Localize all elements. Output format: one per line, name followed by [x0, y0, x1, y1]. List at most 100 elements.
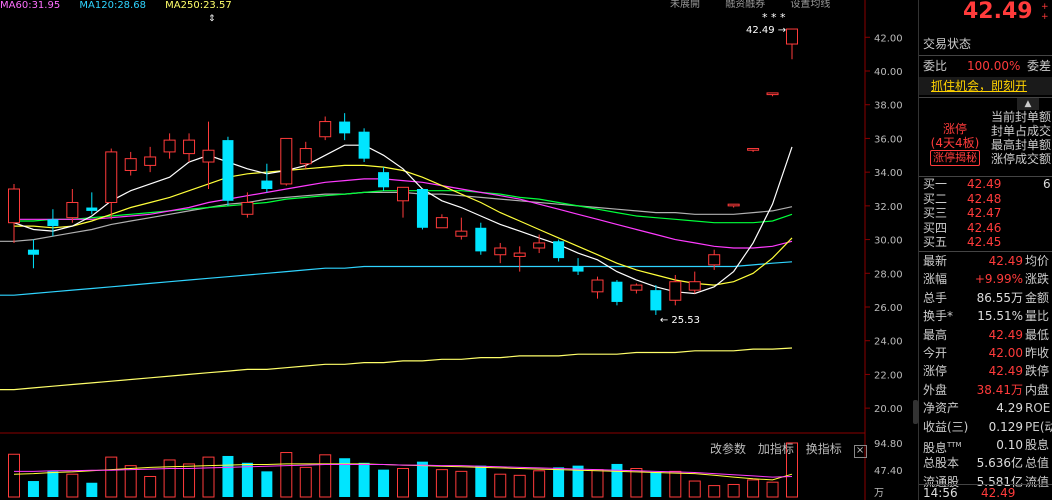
volume-tick-label: 47.40	[874, 466, 903, 477]
candle-body	[280, 137, 293, 185]
kline-chart[interactable]: 42.00 40.00 38.00 36.00 34.00 32.00 30.00 28.00…	[0, 0, 915, 500]
order-book-row[interactable]: 买一 42.49 6	[919, 177, 1052, 192]
current-price: 42.49	[963, 0, 1033, 24]
order-price: 42.47	[967, 206, 1002, 220]
stat-extra: 跌停	[1025, 364, 1050, 379]
stat-row: 总股本 5.636亿 总值	[919, 454, 1052, 472]
volume-bar	[378, 469, 390, 497]
top-link-margin[interactable]: 融资融券	[725, 0, 766, 10]
candle-body	[378, 172, 390, 188]
stat-row: 外盘 38.41万 内盘	[919, 381, 1052, 399]
candle-body	[8, 188, 20, 224]
volume-bar	[183, 463, 196, 498]
candle-body	[708, 254, 721, 266]
candle-body	[202, 149, 215, 163]
close-icon[interactable]: ×	[853, 445, 867, 458]
ma60-label: MA60:31.95	[0, 0, 61, 11]
candle-body	[553, 241, 565, 259]
order-price: 42.49	[967, 177, 1002, 191]
seal-line: 涨停成交额	[991, 152, 1052, 166]
order-label: 买一	[923, 177, 948, 191]
volume-bar	[339, 458, 351, 497]
candle-body	[358, 131, 370, 159]
volume-bar	[8, 453, 20, 498]
collapse-icon[interactable]: ▲	[1017, 98, 1039, 110]
price-tick-label: 40.00	[874, 67, 903, 78]
candle-body	[475, 227, 487, 252]
order-book-row[interactable]: 买四 42.46	[919, 221, 1052, 236]
stat-value: 86.55万	[976, 290, 1023, 305]
top-link-expand[interactable]: 未展開	[670, 0, 700, 10]
limit-up-box: 涨停 (4天4板) 涨停揭秘	[925, 122, 985, 166]
candle-body	[47, 219, 59, 227]
volume-bar	[688, 480, 701, 498]
candle-body	[669, 281, 682, 301]
volume-bar	[572, 465, 584, 497]
stat-row: 涨幅 +9.99% 涨跌	[919, 270, 1052, 288]
stat-row: 净资产 4.29 ROE	[919, 399, 1052, 417]
stat-label: 总股本	[923, 456, 960, 471]
stat-extra: 最低	[1025, 327, 1050, 342]
volume-bar	[124, 465, 137, 498]
star-markers: * * *	[762, 11, 786, 24]
candle-body	[319, 121, 332, 138]
stat-row: 股息TTM 0.10 股息	[919, 436, 1052, 455]
volume-tick-label: 94.80	[874, 439, 903, 450]
candle-body	[494, 247, 507, 256]
volume-bar	[553, 467, 565, 497]
stat-value: 0.129	[988, 419, 1023, 434]
panel-toggle-handle[interactable]	[913, 400, 918, 424]
order-book-row[interactable]: 买二 42.48	[919, 192, 1052, 207]
promo-banner[interactable]: 抓住机会，即刻开	[919, 77, 1052, 95]
candle-body	[727, 203, 740, 207]
order-price: 42.48	[967, 191, 1002, 206]
ma250-label: MA250:23.57	[165, 0, 232, 11]
volume-bar	[416, 461, 428, 497]
candle-body	[241, 201, 254, 215]
volume-bar	[222, 455, 234, 497]
candle-body	[630, 284, 643, 291]
seal-info: 当前封单额 封单占成交 最高封单额 涨停成交额	[991, 110, 1051, 166]
ma20-line	[14, 178, 793, 249]
stat-label: 最新	[923, 254, 948, 268]
stat-value: 42.49	[988, 327, 1023, 342]
stat-row: 最新 42.49 均价	[919, 252, 1052, 270]
volume-bar	[86, 482, 98, 497]
stat-label: 外盘	[923, 382, 948, 397]
candle-body	[650, 290, 662, 311]
order-book-row[interactable]: 买五 42.45	[919, 235, 1052, 250]
volume-bar	[435, 469, 448, 498]
volume-bar	[319, 454, 332, 498]
candle-body	[533, 242, 546, 249]
add-indicator-button[interactable]: 加指标	[757, 442, 794, 456]
weicha-label: 委差	[1027, 59, 1052, 73]
limit-reveal-button[interactable]: 涨停揭秘	[930, 150, 980, 166]
volume-bar	[630, 468, 643, 498]
candle-body	[455, 230, 468, 237]
volume-bar	[475, 465, 487, 497]
volume-bar	[591, 469, 604, 498]
stat-extra: ROE	[1025, 401, 1051, 416]
quote-panel: 42.49 + + 交易状态 委比 100.00% 委差 抓住机会，即刻开 ▲ 涨…	[918, 0, 1052, 500]
candle-body	[688, 281, 701, 291]
ticker-time: 14:56	[923, 486, 958, 500]
top-links: 未展開 融资融券 设置均线	[670, 0, 852, 10]
stat-row: 流通股 5.581亿 流值	[919, 473, 1052, 491]
stat-value: 0.10	[996, 438, 1023, 452]
limit-up-title: 涨停	[942, 122, 967, 136]
volume-bar	[27, 481, 39, 497]
modify-params-button[interactable]: 改参数	[710, 442, 747, 456]
volume-bar	[241, 462, 253, 497]
ma-legend: MA60:31.95 MA120:28.68 MA250:23.57	[0, 0, 248, 11]
volume-tick-label: 万	[874, 488, 884, 499]
order-price: 42.45	[967, 235, 1002, 249]
ma120-line	[13, 261, 793, 296]
order-book-row[interactable]: 买三 42.47	[919, 206, 1052, 221]
top-link-ma-settings[interactable]: 设置均线	[790, 0, 831, 10]
swap-indicator-button[interactable]: 换指标	[805, 442, 842, 456]
candle-body	[611, 281, 623, 302]
price-tick-label: 34.00	[874, 168, 903, 179]
stat-row: 今开 42.00 昨收	[919, 344, 1052, 362]
volume-bar	[47, 471, 59, 497]
